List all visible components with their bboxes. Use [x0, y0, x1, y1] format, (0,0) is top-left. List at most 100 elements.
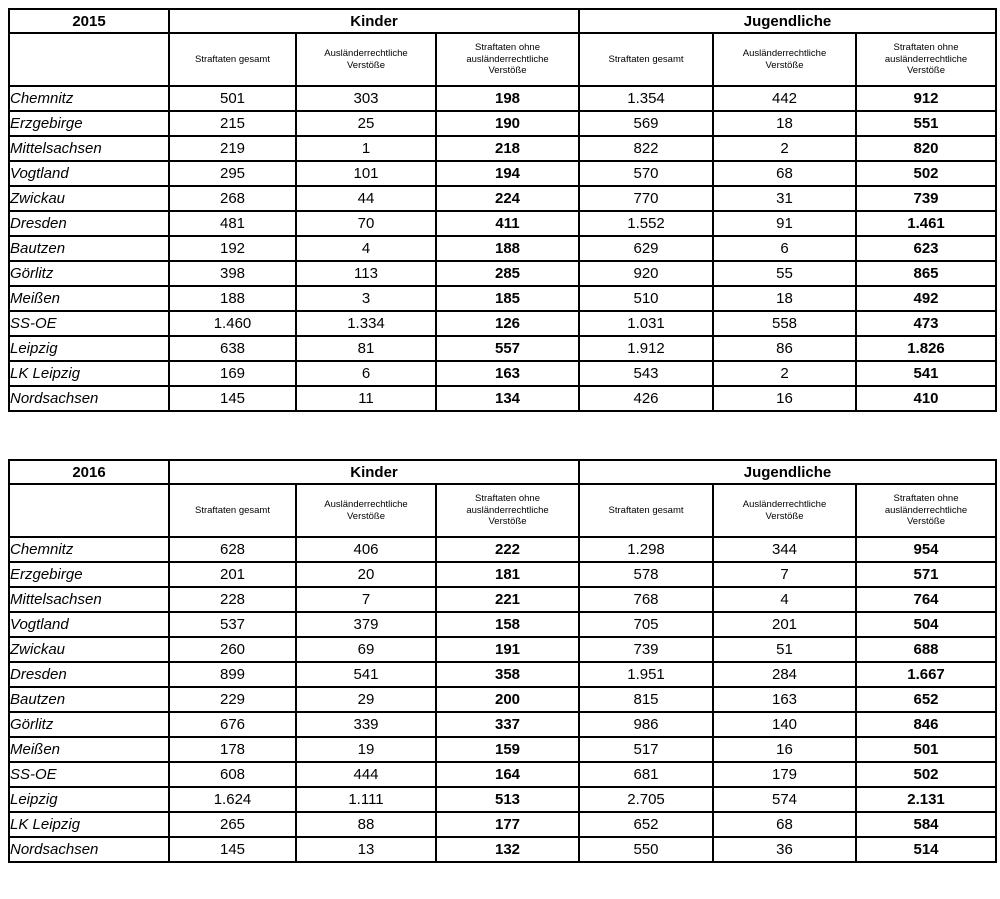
table-row: Bautzen 192 4 188 629 6 623 — [8, 235, 998, 262]
value-cell: 623 — [855, 235, 998, 262]
table-row: Vogtland 295 101 194 570 68 502 — [8, 160, 998, 187]
value-cell: 822 — [578, 135, 715, 162]
value-cell: 31 — [712, 185, 858, 212]
value-cell: 29 — [295, 686, 437, 713]
value-cell: 145 — [168, 385, 297, 412]
empty-corner-cell — [8, 483, 170, 538]
table-row: Dresden 481 70 411 1.552 91 1.461 — [8, 210, 998, 237]
value-cell: 358 — [434, 661, 581, 688]
value-cell: 36 — [712, 836, 858, 863]
value-cell: 1.111 — [295, 786, 437, 813]
value-cell: 705 — [578, 611, 715, 638]
value-cell: 411 — [434, 210, 581, 237]
value-cell: 502 — [855, 160, 998, 187]
region-cell: Görlitz — [8, 711, 170, 738]
group-header-kinder: Kinder — [167, 8, 581, 34]
region-cell: Bautzen — [8, 235, 170, 262]
table-row: Zwickau 260 69 191 739 51 688 — [8, 636, 998, 663]
value-cell: 764 — [855, 586, 998, 613]
value-cell: 550 — [578, 836, 715, 863]
subheader-cell: Ausländerrechtliche Verstöße — [295, 32, 437, 87]
value-cell: 134 — [434, 385, 581, 412]
subheader-cell: Ausländerrechtliche Verstöße — [712, 32, 858, 87]
value-cell: 181 — [434, 561, 581, 588]
value-cell: 501 — [168, 85, 297, 112]
value-cell: 426 — [578, 385, 715, 412]
subheader-cell: Straftaten gesamt — [168, 32, 297, 87]
value-cell: 224 — [434, 185, 581, 212]
value-cell: 501 — [855, 736, 998, 763]
value-cell: 6 — [712, 235, 858, 262]
value-cell: 215 — [168, 110, 297, 137]
value-cell: 406 — [295, 536, 437, 563]
region-cell: Leipzig — [8, 786, 170, 813]
region-cell: LK Leipzig — [8, 811, 170, 838]
value-cell: 18 — [712, 110, 858, 137]
value-cell: 7 — [295, 586, 437, 613]
value-cell: 570 — [578, 160, 715, 187]
value-cell: 4 — [712, 586, 858, 613]
value-cell: 629 — [578, 235, 715, 262]
table-row: Straftaten gesamt Ausländerrechtliche Ve… — [8, 32, 998, 87]
empty-corner-cell — [8, 32, 170, 87]
region-cell: Dresden — [8, 661, 170, 688]
value-cell: 303 — [295, 85, 437, 112]
value-cell: 481 — [168, 210, 297, 237]
subheader-cell: Ausländerrechtliche Verstöße — [712, 483, 858, 538]
value-cell: 398 — [168, 260, 297, 287]
value-cell: 815 — [578, 686, 715, 713]
value-cell: 517 — [578, 736, 715, 763]
value-cell: 1 — [295, 135, 437, 162]
value-cell: 163 — [434, 360, 581, 387]
region-cell: Nordsachsen — [8, 385, 170, 412]
value-cell: 1.334 — [295, 310, 437, 337]
value-cell: 688 — [855, 636, 998, 663]
value-cell: 2 — [712, 135, 858, 162]
value-cell: 51 — [712, 636, 858, 663]
value-cell: 1.951 — [578, 661, 715, 688]
value-cell: 169 — [168, 360, 297, 387]
table-row: Nordsachsen 145 11 134 426 16 410 — [8, 385, 998, 412]
table-row: LK Leipzig 265 88 177 652 68 584 — [8, 811, 998, 838]
table-row: 2015 Kinder Jugendliche — [8, 8, 998, 34]
value-cell: 344 — [712, 536, 858, 563]
value-cell: 628 — [168, 536, 297, 563]
value-cell: 285 — [434, 260, 581, 287]
value-cell: 1.031 — [578, 310, 715, 337]
value-cell: 228 — [168, 586, 297, 613]
value-cell: 1.354 — [578, 85, 715, 112]
value-cell: 295 — [168, 160, 297, 187]
value-cell: 541 — [855, 360, 998, 387]
region-cell: SS-OE — [8, 761, 170, 788]
table-row: Meißen 188 3 185 510 18 492 — [8, 285, 998, 312]
table-row: LK Leipzig 169 6 163 543 2 541 — [8, 360, 998, 387]
value-cell: 865 — [855, 260, 998, 287]
value-cell: 18 — [712, 285, 858, 312]
region-cell: Leipzig — [8, 335, 170, 362]
table-row: Vogtland 537 379 158 705 201 504 — [8, 611, 998, 638]
value-cell: 229 — [168, 686, 297, 713]
value-cell: 574 — [712, 786, 858, 813]
value-cell: 140 — [712, 711, 858, 738]
value-cell: 284 — [712, 661, 858, 688]
table-row: Leipzig 1.624 1.111 513 2.705 574 2.131 — [8, 786, 998, 813]
value-cell: 513 — [434, 786, 581, 813]
value-cell: 179 — [712, 761, 858, 788]
value-cell: 1.298 — [578, 536, 715, 563]
value-cell: 190 — [434, 110, 581, 137]
subheader-cell: Straftaten gesamt — [578, 483, 715, 538]
table-row: Mittelsachsen 228 7 221 768 4 764 — [8, 586, 998, 613]
value-cell: 4 — [295, 235, 437, 262]
value-cell: 986 — [578, 711, 715, 738]
value-cell: 681 — [578, 761, 715, 788]
subheader-cell: Straftaten ohne ausländerrechtliche Vers… — [434, 32, 581, 87]
value-cell: 69 — [295, 636, 437, 663]
region-cell: Chemnitz — [8, 536, 170, 563]
value-cell: 569 — [578, 110, 715, 137]
region-cell: Görlitz — [8, 260, 170, 287]
table-row: Zwickau 268 44 224 770 31 739 — [8, 185, 998, 212]
region-cell: Zwickau — [8, 185, 170, 212]
value-cell: 541 — [295, 661, 437, 688]
value-cell: 1.667 — [855, 661, 998, 688]
value-cell: 219 — [168, 135, 297, 162]
